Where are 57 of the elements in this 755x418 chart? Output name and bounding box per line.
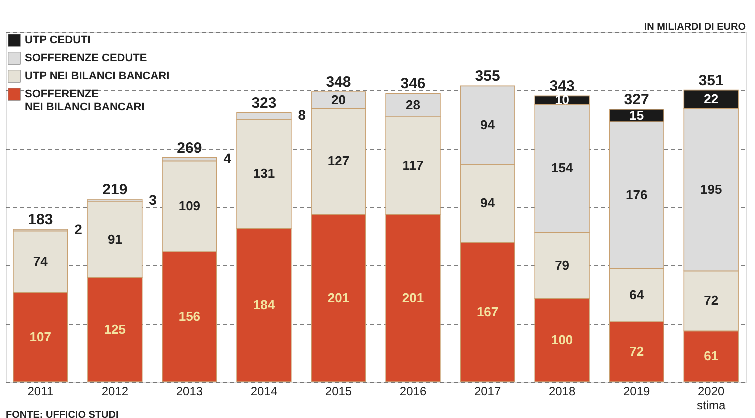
data-label: 94	[480, 117, 496, 132]
data-label: 107	[30, 329, 52, 344]
data-label: 28	[406, 97, 420, 112]
data-label: 167	[476, 304, 499, 320]
total-label: 355	[475, 68, 500, 86]
data-label: 3	[149, 192, 158, 208]
x-tick-label: 2017	[474, 384, 502, 398]
total-label: 219	[102, 182, 128, 198]
data-label: 8	[298, 107, 306, 124]
data-label: 72	[630, 344, 644, 359]
data-label: 91	[108, 232, 122, 247]
data-label: 131	[253, 166, 276, 182]
data-label: 100	[551, 332, 574, 348]
x-tick-label: 2015	[325, 384, 352, 398]
data-label: 195	[700, 182, 722, 197]
data-label: 184	[253, 297, 276, 312]
legend-label: SOFFERENZE CEDUTE	[25, 52, 148, 64]
legend-label: SOFFERENZE NEI BILANCI BANCARI	[25, 88, 145, 114]
x-tick-label: 2014	[250, 384, 278, 398]
source-note: FONTE: UFFICIO STUDI	[6, 410, 119, 418]
legend-label: UTP CEDUTI	[25, 34, 91, 46]
total-label: 327	[624, 92, 650, 108]
data-label: 156	[178, 309, 201, 324]
data-label: 2	[74, 221, 83, 238]
total-label: 323	[252, 94, 277, 112]
x-tick-label: 2020 stima	[697, 384, 726, 412]
total-label: 351	[698, 72, 724, 90]
data-label: 74	[33, 254, 49, 269]
x-tick-label: 2018	[548, 384, 576, 398]
data-label: 64	[630, 287, 645, 302]
data-label: 125	[104, 322, 126, 337]
data-label: 79	[555, 258, 570, 273]
x-tick-label: 2012	[102, 384, 129, 398]
x-tick-label: 2016	[400, 384, 427, 398]
data-label: 201	[402, 290, 424, 306]
data-label: 127	[328, 154, 350, 169]
data-label: 154	[551, 160, 574, 176]
data-label: 20	[332, 92, 346, 108]
data-label: 201	[328, 290, 350, 306]
data-label: 72	[704, 293, 719, 308]
legend-label: UTP NEI BILANCI BANCARI	[25, 70, 170, 82]
total-label: 183	[28, 212, 54, 228]
x-tick-label: 2019	[623, 384, 650, 398]
x-tick-label: 2011	[28, 384, 54, 398]
data-label: 117	[402, 158, 424, 173]
total-label: 348	[326, 74, 352, 91]
chart-subtitle: IN MILIARDI DI EURO	[644, 22, 746, 33]
data-label: 94	[480, 196, 496, 211]
data-label: 61	[704, 348, 719, 364]
x-tick-label: 2013	[176, 384, 204, 398]
data-label: 22	[704, 92, 719, 106]
data-label: 176	[626, 187, 648, 202]
total-label: 346	[400, 76, 426, 93]
total-label: 269	[177, 140, 202, 157]
data-label: 15	[630, 108, 644, 123]
data-label: 109	[178, 198, 201, 214]
data-label: 4	[224, 150, 232, 166]
